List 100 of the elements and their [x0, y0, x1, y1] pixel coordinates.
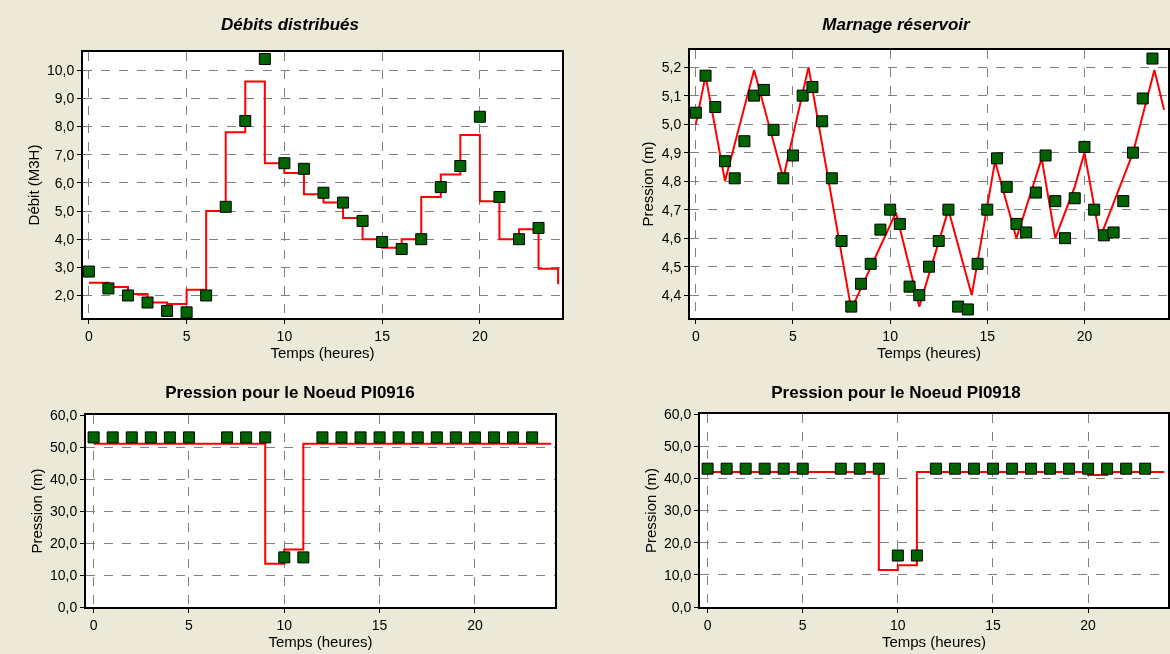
y-axis-title: Débit (M3H) — [24, 144, 42, 226]
y-tick-label: 4,5 — [661, 258, 682, 275]
point — [884, 203, 897, 216]
y-tick-label: 4,4 — [661, 287, 682, 304]
y-tick-label: 10,0 — [663, 566, 692, 583]
point — [767, 123, 780, 136]
point — [923, 260, 935, 273]
x-axis-title: Temps (heures) — [270, 343, 375, 361]
point — [903, 280, 916, 293]
y-tick-label: 30,0 — [49, 502, 78, 519]
point — [141, 296, 154, 309]
point — [825, 172, 838, 185]
y-axis-title: Pression (m) — [641, 467, 659, 554]
y-tick-label: 6,0 — [54, 174, 75, 191]
y-tick-label: 40,0 — [49, 470, 78, 487]
x-tick-label: 0 — [89, 616, 98, 633]
x-axis-title: Temps (heures) — [268, 632, 373, 650]
point — [913, 289, 926, 302]
x-tick-label: 10 — [276, 616, 293, 633]
point — [757, 83, 770, 96]
point — [1127, 146, 1140, 159]
x-tick-label: 10 — [882, 327, 899, 344]
y-tick-label: 10,0 — [46, 62, 75, 79]
x-tick-label: 20 — [1080, 616, 1097, 633]
y-tick-label: 4,9 — [661, 144, 682, 161]
y-tick-label: 9,0 — [54, 90, 75, 107]
x-tick-label: 0 — [703, 616, 712, 633]
point — [874, 223, 887, 236]
y-tick-label: 2,0 — [54, 287, 75, 304]
y-tick-label: 4,0 — [54, 231, 75, 248]
y-tick-label: 20,0 — [663, 534, 692, 551]
point — [709, 101, 722, 114]
point — [777, 172, 790, 185]
point — [961, 303, 974, 316]
point — [1049, 195, 1062, 208]
point — [893, 217, 906, 230]
point — [200, 289, 213, 302]
y-tick-label: 10,0 — [49, 566, 78, 583]
y-axis-title: Pression (m) — [27, 468, 45, 554]
point — [493, 190, 506, 203]
y-tick-label: 0,0 — [671, 598, 692, 615]
y-tick-label: 4,7 — [661, 201, 682, 218]
x-tick-label: 10 — [276, 327, 293, 344]
point — [991, 152, 1004, 165]
point — [748, 89, 761, 102]
point — [1059, 232, 1072, 245]
y-tick-label: 5,2 — [661, 59, 682, 76]
x-tick-label: 5 — [182, 327, 191, 344]
point — [738, 135, 751, 148]
x-tick-label: 10 — [890, 616, 906, 633]
point — [1039, 149, 1052, 162]
point — [728, 172, 741, 185]
point — [102, 282, 115, 295]
point — [981, 203, 994, 216]
y-tick-label: 8,0 — [54, 118, 75, 135]
point — [415, 233, 428, 246]
y-tick-label: 20,0 — [49, 534, 78, 551]
point — [806, 81, 819, 94]
point — [121, 289, 134, 302]
point — [942, 203, 955, 216]
point — [699, 69, 712, 82]
x-tick-label: 5 — [185, 616, 194, 633]
y-tick-label: 4,8 — [661, 173, 682, 190]
point — [1029, 186, 1042, 199]
point — [161, 304, 174, 317]
point — [337, 196, 350, 209]
y-tick-label: 0,0 — [57, 598, 78, 615]
point — [1107, 226, 1120, 239]
y-tick-label: 3,0 — [54, 259, 75, 276]
point — [356, 214, 369, 227]
point — [473, 110, 486, 123]
point — [278, 157, 291, 170]
point — [864, 257, 877, 270]
point — [180, 306, 193, 319]
point — [1088, 203, 1101, 216]
y-tick-label: 60,0 — [49, 406, 78, 423]
y-tick-label: 5,0 — [661, 116, 682, 133]
point — [395, 243, 408, 256]
point — [434, 181, 447, 194]
x-tick-label: 15 — [979, 327, 996, 344]
y-tick-label: 60,0 — [663, 405, 692, 422]
x-tick-label: 5 — [798, 616, 807, 633]
point — [816, 115, 829, 128]
point — [1117, 195, 1130, 208]
y-tick-label: 40,0 — [663, 470, 692, 487]
point — [1068, 192, 1081, 205]
x-axis-title: Temps (heures) — [881, 632, 987, 650]
point — [82, 265, 95, 278]
point — [786, 149, 799, 162]
y-tick-label: 5,1 — [661, 87, 682, 104]
point — [454, 160, 467, 172]
x-tick-label: 15 — [371, 616, 388, 633]
point — [845, 300, 858, 313]
point — [835, 235, 848, 248]
x-tick-label: 15 — [985, 616, 1001, 633]
y-tick-label: 4,6 — [661, 230, 682, 247]
y-tick-label: 50,0 — [663, 438, 692, 455]
point — [1146, 52, 1159, 65]
y-tick-label: 50,0 — [49, 438, 78, 455]
chart-title: Débits distribués — [221, 14, 359, 34]
